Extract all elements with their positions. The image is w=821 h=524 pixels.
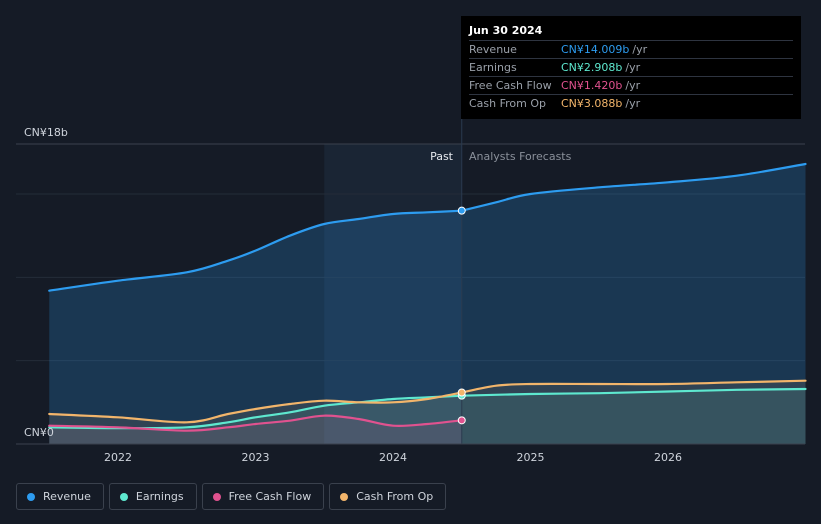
tooltip-unit: /yr [625,61,641,74]
legend-dot-icon [212,492,221,501]
tooltip-row-earnings: Earnings CN¥2.908b /yr [469,58,793,76]
x-tick-label: 2025 [517,451,545,464]
series-lines [48,162,807,432]
tooltip-value: CN¥2.908b [561,61,623,74]
earnings-line-past [48,394,463,430]
area-fills [49,164,806,444]
tooltip-label: Revenue [469,43,517,56]
tooltip-unit: /yr [625,79,641,92]
tooltip-row-cash-from-op: Cash From Op CN¥3.088b /yr [469,94,793,112]
tooltip-unit: /yr [632,43,648,56]
revenue-line-forecast [460,162,807,212]
legend-item-free-cash-flow[interactable]: Free Cash Flow [201,483,325,510]
tooltip-points [457,206,466,425]
legend-dot-icon [340,492,349,501]
cash-from-op-point [457,388,466,397]
y-axis-bottom-label: CN¥0 [24,426,54,439]
y-axis-top-label: CN¥18b [24,126,68,139]
earnings-area [49,389,806,444]
tooltip-value: CN¥3.088b [561,97,623,110]
tooltip-panel: Jun 30 2024 Revenue CN¥14.009b /yr Earni… [461,16,801,119]
legend-dot-icon [119,492,128,501]
tooltip-row-revenue: Revenue CN¥14.009b /yr [469,40,793,58]
cash-from-op-area [49,380,806,444]
revenue-line-past [48,209,463,292]
x-tick-labels: 2022 2023 2024 2025 2026 [104,451,682,464]
tooltip-label: Cash From Op [469,97,547,110]
cash-from-op-line-past [48,391,463,424]
revenue-area [49,164,806,444]
x-tick-label: 2026 [654,451,682,464]
tooltip-value: CN¥14.009b [561,43,630,56]
forecast-label: Analysts Forecasts [469,150,572,163]
tooltip-value: CN¥1.420b [561,79,623,92]
tooltip-row-free-cash-flow: Free Cash Flow CN¥1.420b /yr [469,76,793,94]
tooltip-label: Earnings [469,61,517,74]
revenue-point [457,206,466,215]
legend-label: Cash From Op [356,490,434,503]
legend-label: Earnings [135,490,184,503]
legend-label: Revenue [43,490,91,503]
free-cash-flow-line-past [48,414,463,432]
x-tick-label: 2023 [242,451,270,464]
legend: Revenue Earnings Free Cash Flow Cash Fro… [16,483,447,510]
legend-dot-icon [27,492,35,501]
tooltip-unit: /yr [625,97,641,110]
legend-item-cash-from-op[interactable]: Cash From Op [329,483,447,510]
tooltip-label: Free Cash Flow [469,79,552,92]
past-label: Past [430,150,454,163]
legend-item-revenue[interactable]: Revenue [16,483,104,510]
free-cash-flow-area [49,415,462,444]
cash-from-op-line-forecast [460,379,807,394]
x-tick-label: 2022 [104,451,132,464]
x-tick-label: 2024 [379,451,407,464]
free-cash-flow-point [457,416,466,425]
tooltip-date: Jun 30 2024 [469,24,543,37]
earnings-line-forecast [460,387,807,397]
legend-item-earnings[interactable]: Earnings [108,483,197,510]
legend-label: Free Cash Flow [228,490,312,503]
